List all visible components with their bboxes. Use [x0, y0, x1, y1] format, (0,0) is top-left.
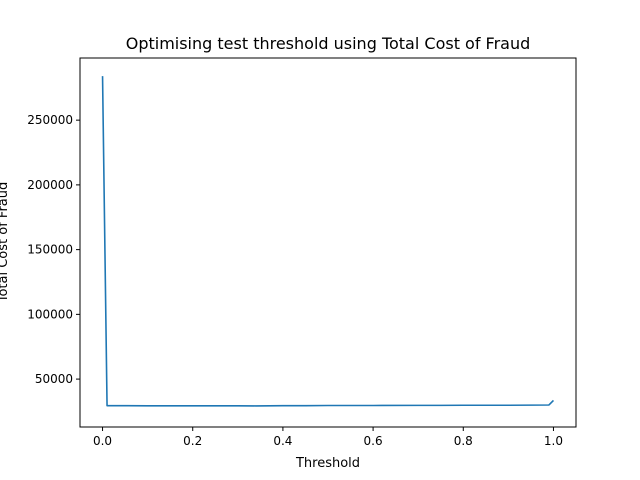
series-line — [101, 76, 555, 407]
y-tick-label: 50000 — [35, 372, 73, 386]
chart-title: Optimising test threshold using Total Co… — [126, 34, 531, 53]
series-layer — [101, 76, 555, 407]
x-tick-label: 0.6 — [364, 434, 383, 448]
x-tick-label: 0.8 — [454, 434, 473, 448]
plot-area — [80, 58, 576, 427]
x-axis-label: Threshold — [295, 456, 360, 471]
x-tick-label: 0.0 — [93, 434, 112, 448]
y-tick-label: 200000 — [27, 178, 73, 192]
x-tick-label: 0.4 — [273, 434, 292, 448]
x-axis: 0.0 0.2 0.4 0.6 0.8 1.0 — [93, 427, 563, 448]
x-tick-label: 0.2 — [183, 434, 202, 448]
y-tick-label: 250000 — [27, 113, 73, 127]
plot-frame — [79, 57, 577, 428]
y-tick-label: 100000 — [27, 307, 73, 321]
y-axis: 50000 100000 150000 200000 250000 — [27, 113, 80, 386]
x-tick-label: 1.0 — [544, 434, 563, 448]
y-tick-label: 150000 — [27, 243, 73, 257]
y-axis-label: Total Cost of Fraud — [0, 182, 11, 304]
